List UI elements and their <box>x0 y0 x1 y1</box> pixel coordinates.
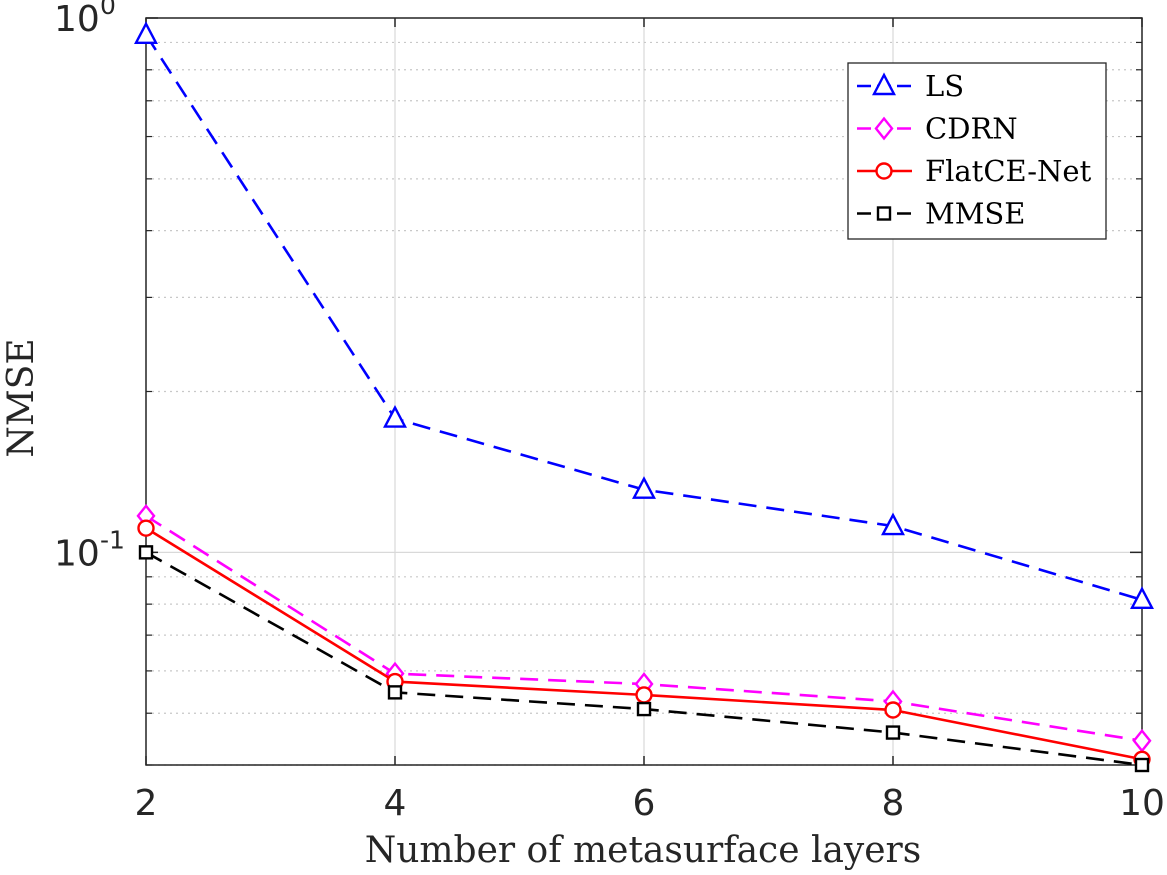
x-tick-label: 8 <box>882 783 905 824</box>
y-tick-exponent: 0 <box>100 0 116 20</box>
legend-marker-flatce-net <box>875 162 893 180</box>
x-tick-label: 6 <box>633 783 656 824</box>
data-point-mmse <box>138 545 154 560</box>
data-point-cdrn <box>1132 728 1152 753</box>
y-tick-label: 10 0 <box>54 0 116 40</box>
x-axis-label: Number of metasurface layers <box>365 830 922 871</box>
y-tick-exponent: -1 <box>100 525 125 554</box>
data-point-flatce-net <box>137 519 155 537</box>
data-point-mmse <box>387 685 403 700</box>
legend-marker-mmse <box>876 206 892 221</box>
legend-entry-cdrn: CDRN <box>857 112 1018 146</box>
series-ls <box>134 21 1154 610</box>
data-point-ls <box>632 476 656 499</box>
data-point-flatce-net <box>635 686 653 704</box>
y-axis-label: NMSE <box>1 338 42 457</box>
data-point-ls <box>383 404 407 428</box>
legend: LS CDRN FlatCE-Net MMSE <box>847 62 1107 240</box>
x-tick-label: 4 <box>384 783 407 824</box>
legend-entry-flatce-net: FlatCE-Net <box>857 154 1092 188</box>
legend-label-ls: LS <box>925 69 964 103</box>
series-layer <box>134 21 1154 773</box>
x-tick-labels: 2 4 6 8 10 <box>135 783 1165 824</box>
x-tick-label: 2 <box>135 783 158 824</box>
data-point-mmse <box>885 725 901 740</box>
data-point-mmse <box>636 701 652 717</box>
legend-entry-mmse: MMSE <box>857 197 1025 231</box>
legend-entry-ls: LS <box>857 69 964 103</box>
y-tick-base: 10 <box>54 533 100 574</box>
y-tick-base: 10 <box>54 0 100 40</box>
x-tick-label: 10 <box>1119 783 1165 824</box>
legend-label-mmse: MMSE <box>925 197 1025 231</box>
legend-marker-cdrn <box>874 116 894 141</box>
data-point-flatce-net <box>884 701 902 719</box>
data-point-ls <box>1130 586 1154 610</box>
series-flatce-net <box>137 519 1151 768</box>
data-point-ls <box>134 21 158 45</box>
legend-label-cdrn: CDRN <box>925 112 1018 146</box>
data-point-ls <box>881 512 905 536</box>
legend-marker-ls <box>872 72 896 96</box>
legend-label-flatce-net: FlatCE-Net <box>925 154 1092 188</box>
series-mmse <box>138 545 1150 773</box>
data-point-mmse <box>1134 757 1150 773</box>
y-tick-label: 10 -1 <box>54 525 125 574</box>
